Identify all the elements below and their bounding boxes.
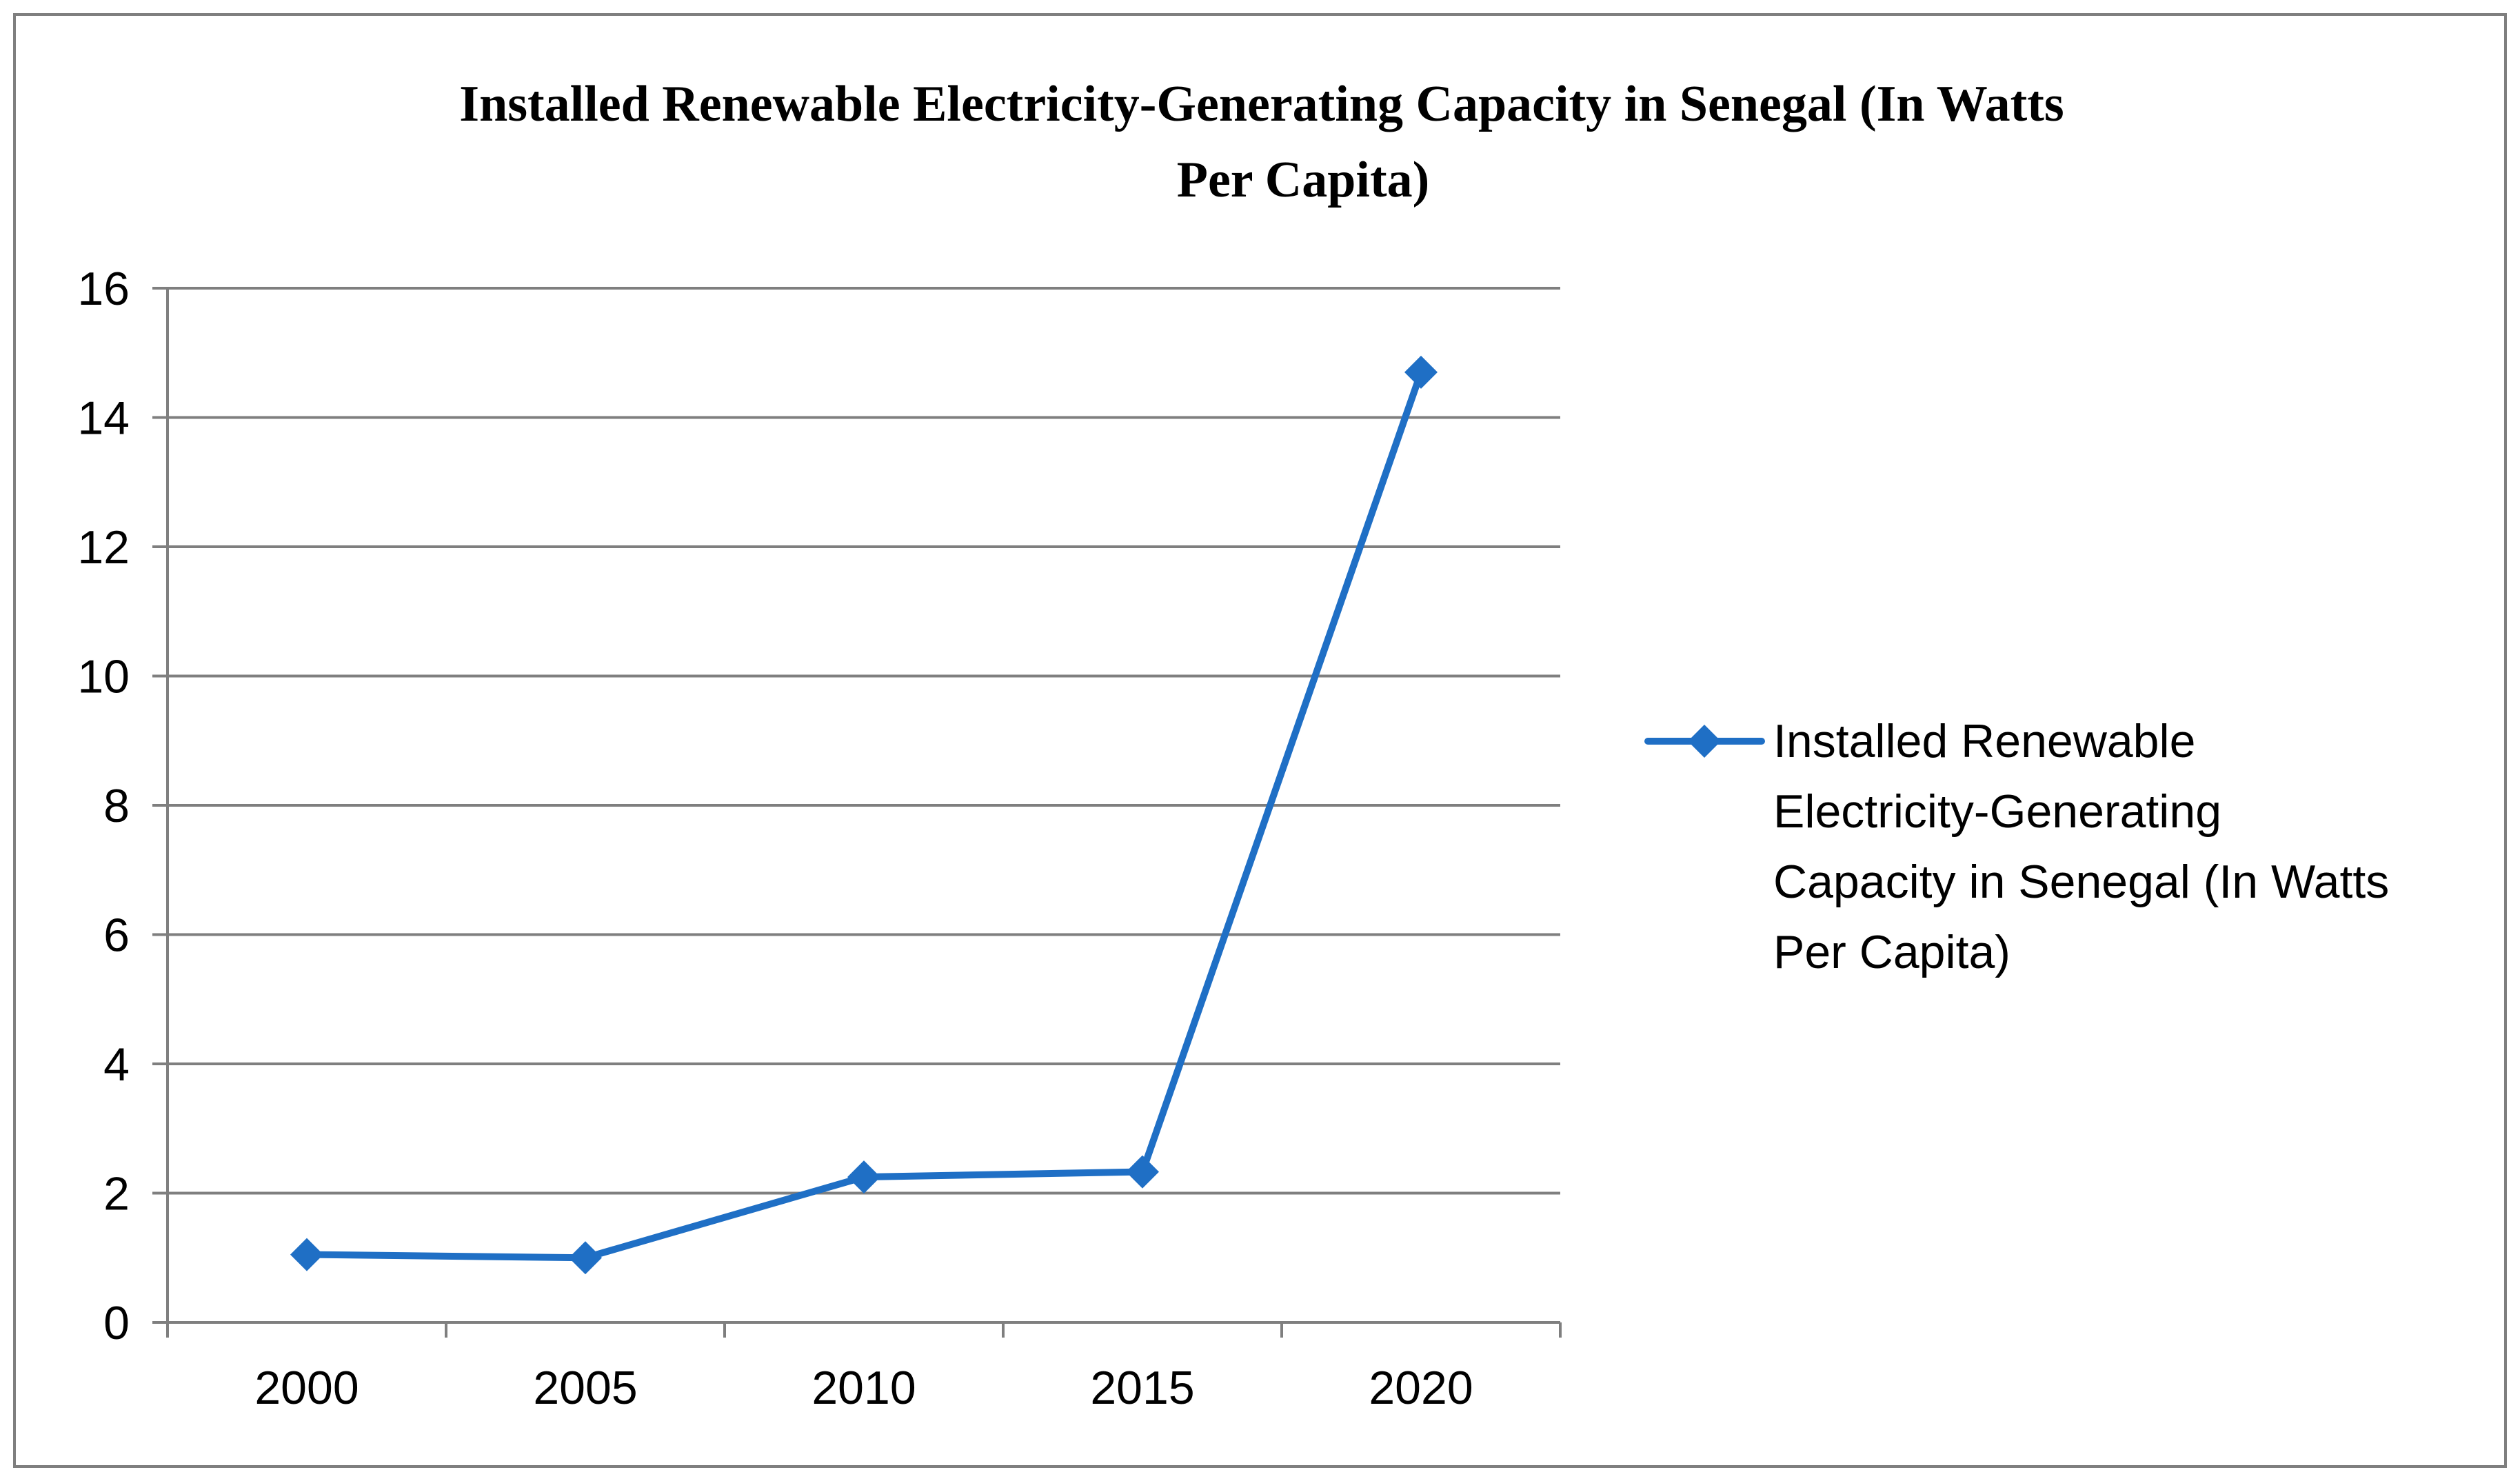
legend-label-line: Installed Renewable [1773, 715, 2195, 767]
series-line [303, 368, 1424, 1262]
legend-label-line: Electricity-Generating [1773, 785, 2221, 838]
chart-title: Installed Renewable Electricity-Generati… [459, 76, 2064, 208]
y-tick-label: 4 [103, 1038, 130, 1091]
x-tick-label: 2005 [533, 1362, 637, 1414]
y-axis-tick-labels: 0 2 4 6 8 10 12 14 16 [77, 263, 130, 1349]
y-tick-label: 0 [103, 1297, 130, 1349]
legend-label-line: Per Capita) [1773, 926, 2010, 978]
y-tick-label: 8 [103, 780, 130, 832]
legend: Installed Renewable Electricity-Generatin… [1644, 715, 2389, 978]
data-point-marker-2015 [1126, 1155, 1159, 1189]
x-tick-label: 2020 [1369, 1362, 1473, 1414]
y-tick-label: 12 [77, 521, 130, 574]
data-series [290, 355, 1438, 1275]
chart-frame [13, 13, 2507, 1468]
y-tick-label: 6 [103, 909, 130, 962]
chart-title-line-1: Installed Renewable Electricity-Generati… [459, 76, 2064, 132]
data-point-marker-2005 [569, 1241, 602, 1275]
y-tick-label: 16 [77, 263, 130, 315]
x-tick-label: 2010 [812, 1362, 916, 1414]
gridlines [168, 287, 1560, 1195]
data-point-marker-2000 [290, 1238, 323, 1271]
data-point-marker-2020 [1404, 355, 1438, 389]
axes [152, 287, 1562, 1338]
data-point-marker-2010 [847, 1160, 880, 1194]
x-tick-label: 2000 [254, 1362, 359, 1414]
legend-diamond-marker [1688, 725, 1721, 758]
y-tick-label: 2 [103, 1168, 130, 1220]
y-tick-label: 10 [77, 651, 130, 703]
legend-label-line: Capacity in Senegal (In Watts [1773, 856, 2389, 908]
x-axis-tick-labels: 2000 2005 2010 2015 2020 [254, 1362, 1473, 1414]
y-tick-label: 14 [77, 392, 130, 445]
chart-title-line-2: Per Capita) [1177, 152, 1430, 208]
x-tick-label: 2015 [1090, 1362, 1194, 1414]
